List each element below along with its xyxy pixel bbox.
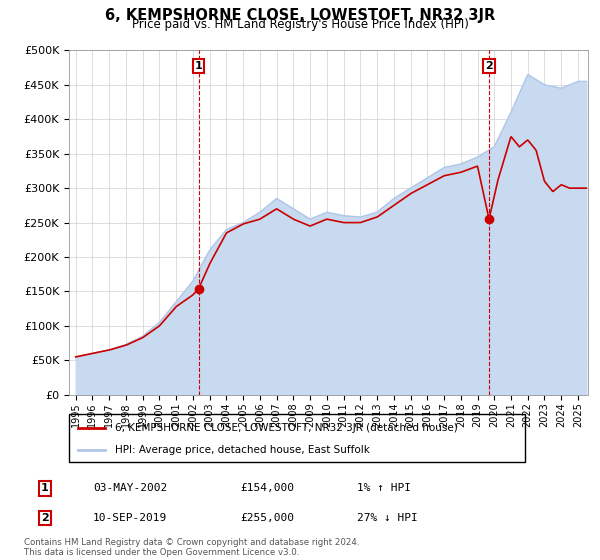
Text: £154,000: £154,000: [240, 483, 294, 493]
Text: 6, KEMPSHORNE CLOSE, LOWESTOFT, NR32 3JR (detached house): 6, KEMPSHORNE CLOSE, LOWESTOFT, NR32 3JR…: [115, 423, 457, 433]
Text: 03-MAY-2002: 03-MAY-2002: [93, 483, 167, 493]
Text: 2: 2: [41, 513, 49, 523]
Text: £255,000: £255,000: [240, 513, 294, 523]
Text: 10-SEP-2019: 10-SEP-2019: [93, 513, 167, 523]
Text: Contains HM Land Registry data © Crown copyright and database right 2024.
This d: Contains HM Land Registry data © Crown c…: [24, 538, 359, 557]
Text: 1: 1: [195, 61, 202, 71]
Text: 6, KEMPSHORNE CLOSE, LOWESTOFT, NR32 3JR: 6, KEMPSHORNE CLOSE, LOWESTOFT, NR32 3JR: [105, 8, 495, 24]
Text: 1: 1: [41, 483, 49, 493]
Text: 1% ↑ HPI: 1% ↑ HPI: [357, 483, 411, 493]
Text: 2: 2: [485, 61, 493, 71]
Text: HPI: Average price, detached house, East Suffolk: HPI: Average price, detached house, East…: [115, 445, 370, 455]
Text: Price paid vs. HM Land Registry's House Price Index (HPI): Price paid vs. HM Land Registry's House …: [131, 18, 469, 31]
Text: 27% ↓ HPI: 27% ↓ HPI: [357, 513, 418, 523]
